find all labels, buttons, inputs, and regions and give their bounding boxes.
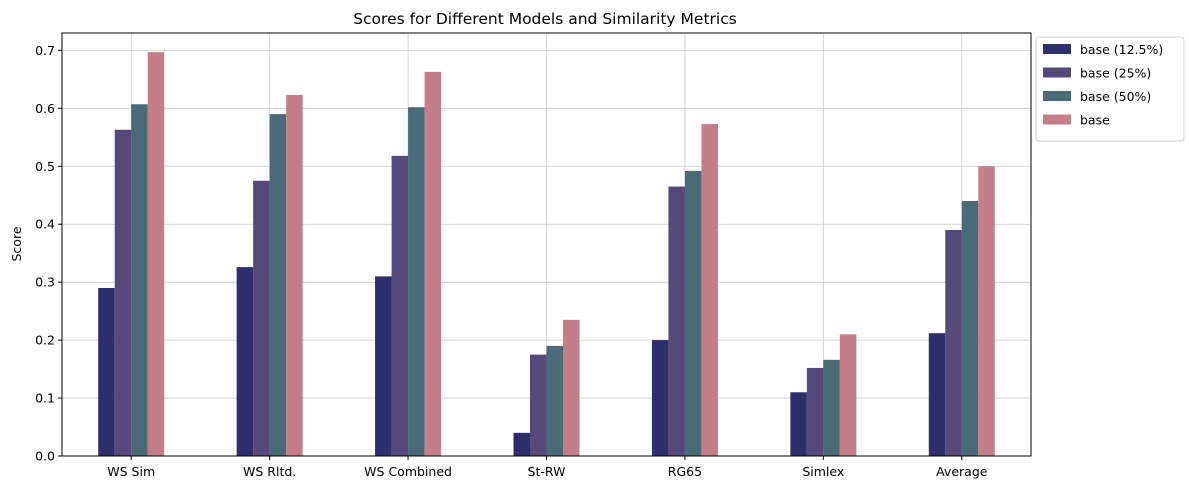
bar — [98, 287, 115, 456]
bar — [286, 95, 303, 456]
bar — [530, 354, 547, 456]
bar — [269, 114, 287, 456]
bar — [961, 201, 979, 456]
y-tick-label: 0.1 — [35, 391, 55, 406]
bar — [131, 104, 148, 456]
bar — [823, 359, 840, 456]
x-tick-label: WS Sim — [107, 464, 155, 479]
bar — [978, 166, 995, 456]
legend-label: base — [1080, 113, 1110, 128]
legend-label: base (50%) — [1080, 89, 1151, 104]
y-tick-label: 0.4 — [35, 217, 55, 232]
legend-swatch — [1043, 44, 1071, 54]
legend-swatch — [1043, 114, 1071, 125]
bar — [839, 334, 857, 456]
bar — [513, 432, 530, 456]
x-tick-label: WS Rltd. — [243, 464, 296, 479]
bar — [408, 107, 425, 456]
legend-swatch — [1043, 67, 1071, 78]
bar — [253, 180, 270, 457]
legend-swatch — [1043, 91, 1071, 101]
y-tick-label: 0.0 — [35, 449, 55, 464]
bar — [928, 333, 946, 456]
y-tick-label: 0.7 — [35, 43, 55, 58]
y-tick-label: 0.6 — [35, 101, 55, 116]
x-tick-label: Simlex — [802, 464, 844, 479]
bar — [424, 71, 442, 456]
legend-box — [1035, 36, 1185, 142]
chart-title: Scores for Different Models and Similari… — [353, 10, 737, 28]
bar — [945, 230, 962, 456]
bar — [806, 367, 824, 456]
y-axis-label: Score — [9, 226, 24, 261]
bar — [375, 276, 392, 456]
bar — [114, 129, 132, 456]
x-tick-label: RG65 — [668, 464, 702, 479]
bar — [651, 340, 669, 456]
legend-label: base (12.5%) — [1080, 42, 1163, 57]
x-tick-label: WS Combined — [364, 464, 452, 479]
legend-label: base (25%) — [1080, 66, 1151, 81]
y-tick-label: 0.3 — [35, 275, 55, 290]
bar — [701, 123, 718, 457]
bar — [790, 392, 807, 456]
bar — [684, 170, 702, 456]
x-tick-label: Average — [936, 464, 988, 479]
bar — [546, 345, 563, 456]
bars — [98, 52, 995, 457]
x-tick-label: St-RW — [528, 464, 566, 479]
legend: base (12.5%) base (25%) base (50%) base — [1035, 36, 1185, 142]
y-tick-label: 0.2 — [35, 333, 55, 348]
bar — [391, 155, 409, 456]
y-axis: 0.0 0.1 0.2 0.3 0.4 0.5 0.6 0.7 — [35, 43, 62, 464]
x-axis: WS Sim WS Rltd. WS Combined St-RW RG65 Simlex… — [107, 456, 988, 479]
bar — [147, 52, 165, 456]
bar — [668, 186, 685, 456]
bar — [563, 319, 580, 456]
bar — [236, 267, 254, 456]
y-tick-label: 0.5 — [35, 159, 55, 174]
